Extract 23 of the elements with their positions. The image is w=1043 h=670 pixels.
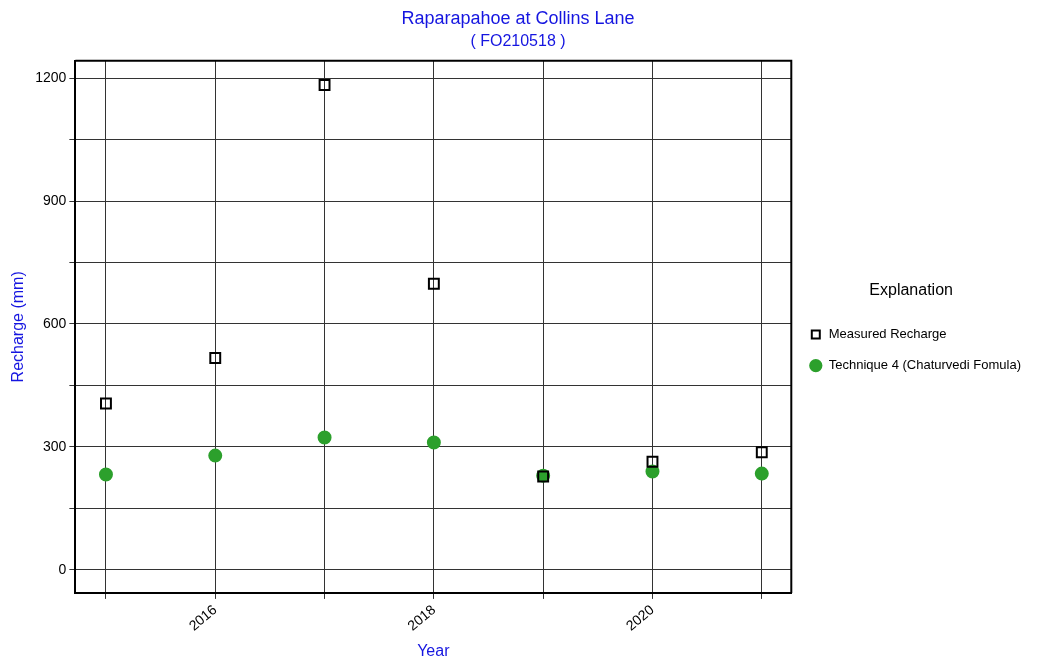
point [754, 466, 769, 481]
point [755, 446, 768, 459]
point [318, 79, 331, 91]
point [426, 435, 441, 450]
y-axis-title: Recharge (mm) [9, 271, 27, 383]
y-tick-label: 900 [42, 191, 67, 208]
point [100, 397, 112, 410]
y-tick-label: 300 [42, 437, 67, 454]
point [427, 277, 440, 290]
y-tick-label: 600 [42, 314, 67, 331]
point [317, 430, 332, 445]
y-tick-label: 0 [58, 560, 67, 577]
legend-label: Technique 4 (Chaturvedi Fomula) [828, 357, 1022, 373]
x-axis-title: Year [417, 641, 451, 659]
point [208, 448, 223, 463]
chart-subtitle: ( FO210518 ) [470, 31, 566, 49]
point [646, 455, 659, 468]
legend-label: Measured Recharge [828, 326, 947, 342]
point [98, 467, 113, 482]
point [209, 352, 222, 364]
y-tick-label: 1200 [35, 68, 67, 85]
chart-title: Raparapahoe at Collins Lane [401, 7, 635, 28]
legend-title: Explanation [869, 281, 953, 299]
